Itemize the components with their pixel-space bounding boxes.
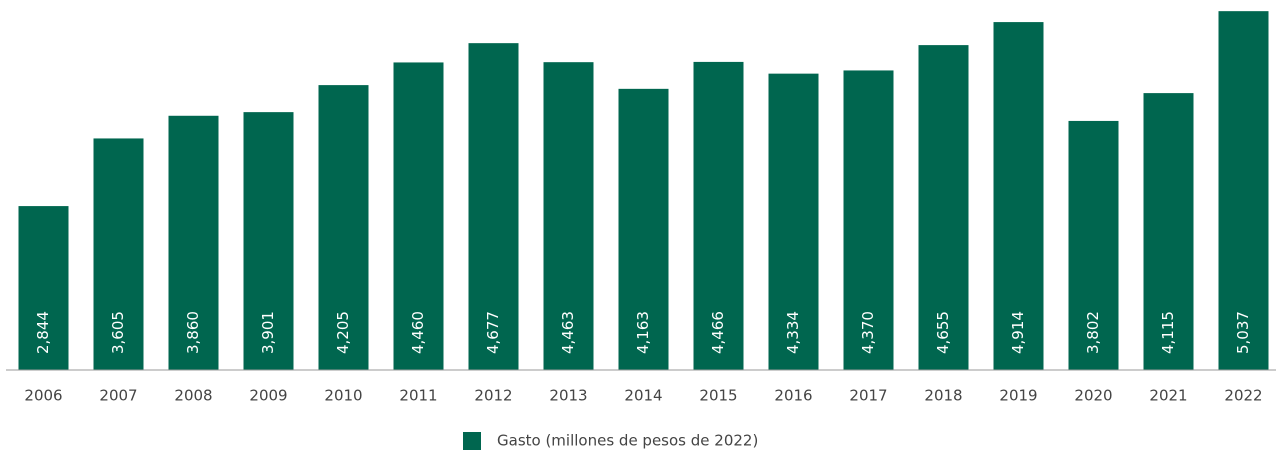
x-tick-label: 2020 (1074, 387, 1112, 405)
x-tick-label: 2007 (99, 387, 137, 405)
value-label: 3,605 (109, 311, 127, 354)
x-tick-label: 2009 (249, 387, 287, 405)
x-tick-label: 2008 (174, 387, 212, 405)
bar (468, 43, 519, 371)
bar (543, 62, 594, 371)
x-tick-label: 2014 (624, 387, 662, 405)
value-label: 4,334 (784, 311, 802, 354)
x-tick-label: 2011 (399, 387, 437, 405)
x-tick-label: 2013 (549, 387, 587, 405)
value-label: 3,860 (184, 311, 202, 354)
x-tick-label: 2017 (849, 387, 887, 405)
bar (318, 85, 369, 370)
bar (918, 45, 969, 370)
x-tick-label: 2006 (24, 387, 62, 405)
bar (993, 22, 1044, 370)
x-tick-label: 2019 (999, 387, 1037, 405)
x-tick-label: 2021 (1149, 387, 1187, 405)
bar (168, 115, 219, 371)
value-label: 4,655 (934, 311, 952, 354)
value-label: 4,205 (334, 311, 352, 354)
value-label: 4,163 (634, 311, 652, 354)
value-label: 4,914 (1009, 311, 1027, 354)
bar (843, 70, 894, 370)
value-label: 3,802 (1084, 311, 1102, 354)
legend-label: Gasto (millones de pesos de 2022) (497, 432, 758, 450)
bar (18, 206, 69, 370)
x-tick-label: 2012 (474, 387, 512, 405)
x-tick-label: 2015 (699, 387, 737, 405)
bar (1218, 11, 1269, 371)
x-tick-label: 2010 (324, 387, 362, 405)
x-tick-label: 2022 (1224, 387, 1262, 405)
bar (768, 73, 819, 371)
x-tick-label: 2016 (774, 387, 812, 405)
value-label: 4,677 (484, 311, 502, 354)
bar (618, 88, 669, 370)
value-label: 4,466 (709, 311, 727, 354)
bar (693, 61, 744, 371)
value-label: 3,901 (259, 311, 277, 354)
bar (1143, 93, 1194, 370)
bar (243, 112, 294, 370)
value-label: 4,370 (859, 311, 877, 354)
bar (1068, 120, 1119, 370)
x-tick-label: 2018 (924, 387, 962, 405)
bar (93, 138, 144, 370)
value-label: 5,037 (1234, 311, 1252, 354)
bar (393, 62, 444, 370)
value-label: 4,463 (559, 311, 577, 354)
value-label: 4,460 (409, 311, 427, 354)
value-label: 4,115 (1159, 311, 1177, 354)
value-label: 2,844 (34, 311, 52, 354)
legend-swatch (463, 432, 481, 450)
